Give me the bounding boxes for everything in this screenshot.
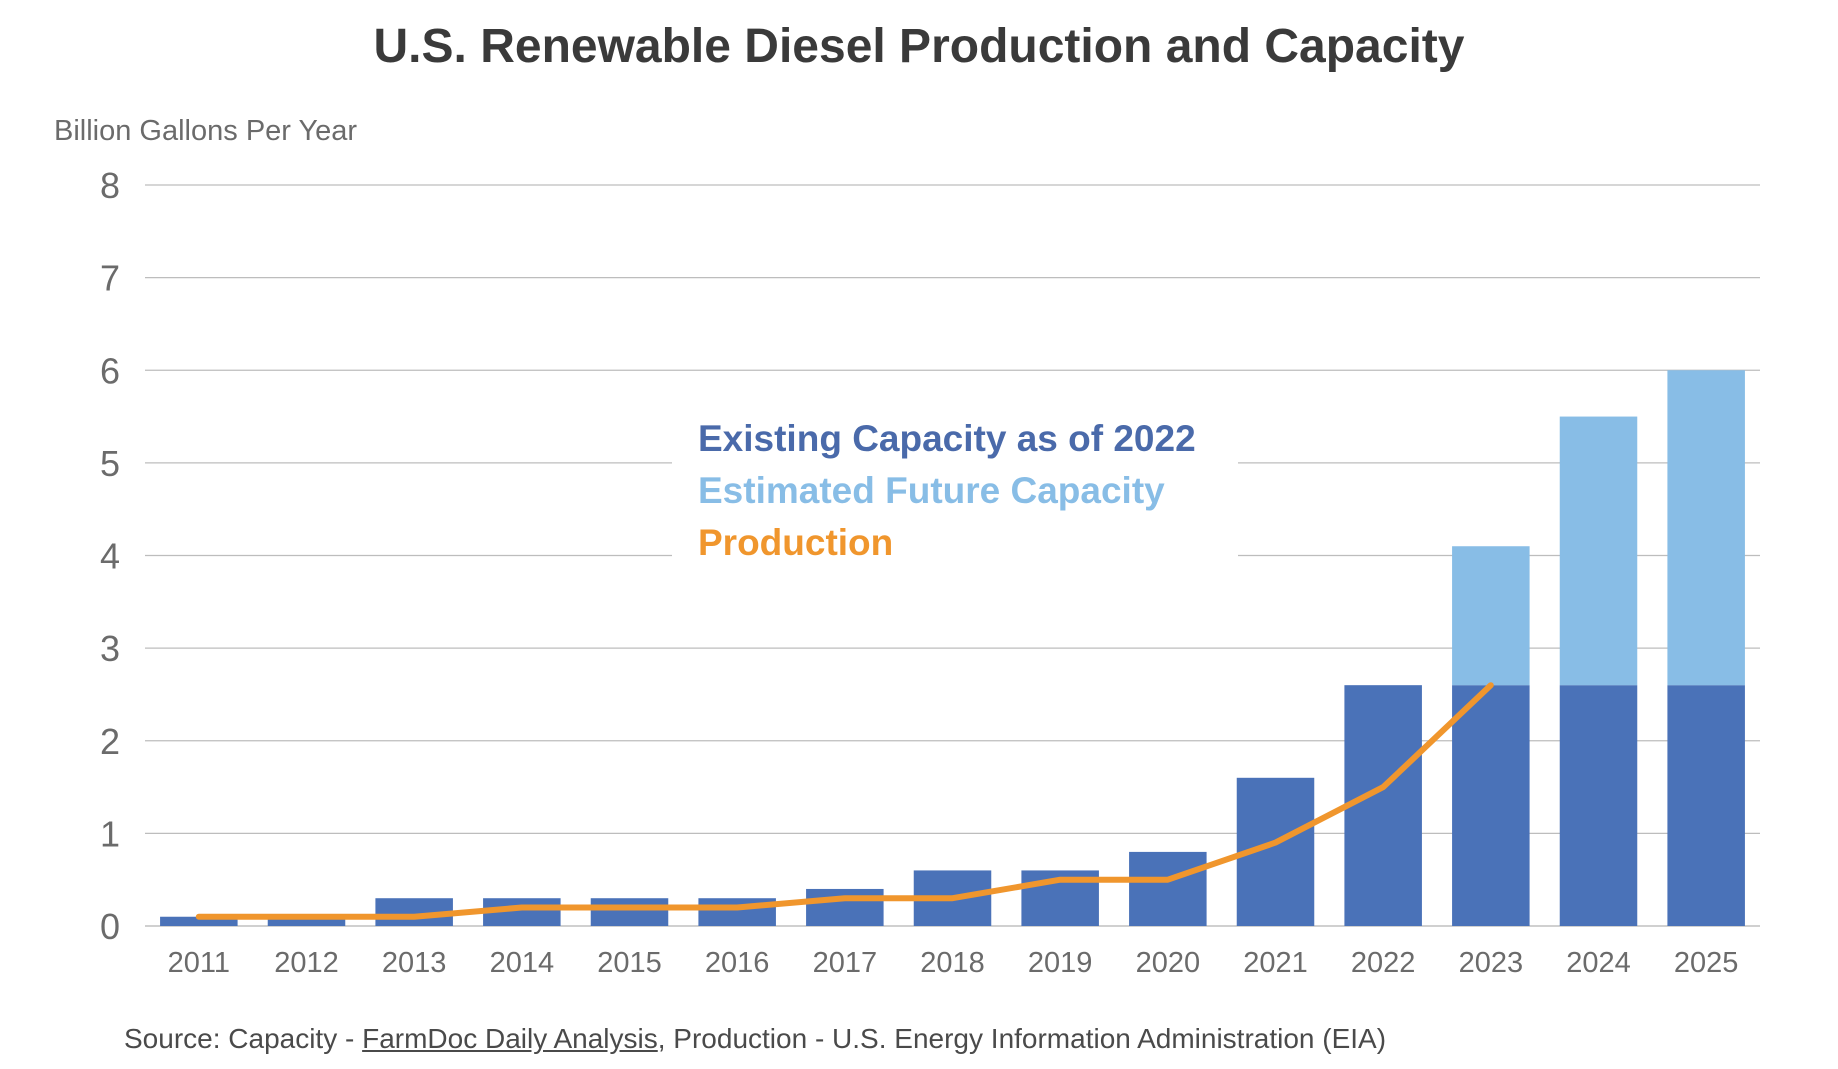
x-tick-2022: 2022 xyxy=(1351,947,1416,979)
production-line xyxy=(195,682,1494,920)
x-tick-2011: 2011 xyxy=(168,947,230,979)
x-tick-2013: 2013 xyxy=(382,947,447,979)
y-axis-label: Billion Gallons Per Year xyxy=(54,115,357,147)
bar-future-2024 xyxy=(1559,416,1638,686)
source-prefix: Source: Capacity - xyxy=(124,1023,363,1054)
x-axis: 2011 2012 2013 2014 2015 2016 2017 2018 2019 2020… xyxy=(168,947,1739,979)
bar-future-2025 xyxy=(1667,370,1745,686)
y-tick-0: 0 xyxy=(100,906,120,947)
legend-item-0: Existing Capacity as of 2022 xyxy=(698,418,1196,459)
x-tick-2015: 2015 xyxy=(597,947,662,979)
legend-item-1: Estimated Future Capacity xyxy=(698,470,1165,511)
bar-existing-2011 xyxy=(160,916,238,926)
legend-background xyxy=(672,415,1238,565)
production-line-path xyxy=(195,682,1494,920)
y-axis: 0 1 2 3 4 5 6 7 8 xyxy=(100,165,120,947)
legend-item-2: Production xyxy=(698,522,893,563)
y-tick-3: 3 xyxy=(100,628,120,669)
source-link[interactable]: FarmDoc Daily Analysis xyxy=(362,1023,658,1054)
x-tick-2018: 2018 xyxy=(920,947,985,979)
y-tick-2: 2 xyxy=(100,721,120,762)
bar-existing-2025 xyxy=(1667,685,1745,926)
legend: Existing Capacity as of 2022 Estimated Fu… xyxy=(698,418,1196,563)
bar-existing-2015 xyxy=(590,898,669,926)
bar-existing-2024 xyxy=(1559,685,1638,926)
source-note: Source: Capacity - FarmDoc Daily Analysi… xyxy=(124,1023,1386,1055)
x-tick-2023: 2023 xyxy=(1459,947,1524,979)
x-tick-2021: 2021 xyxy=(1243,947,1308,979)
x-tick-2020: 2020 xyxy=(1136,947,1201,979)
y-tick-1: 1 xyxy=(100,813,120,854)
x-tick-2017: 2017 xyxy=(813,947,878,979)
bar-existing-2023 xyxy=(1452,685,1530,926)
x-tick-2014: 2014 xyxy=(490,947,555,979)
bar-existing-2022 xyxy=(1344,685,1422,926)
y-tick-5: 5 xyxy=(100,443,120,484)
bars xyxy=(160,370,1745,926)
y-tick-6: 6 xyxy=(100,350,120,391)
x-tick-2024: 2024 xyxy=(1566,947,1631,979)
legend-mask-rect xyxy=(672,415,1238,565)
x-tick-2019: 2019 xyxy=(1028,947,1093,979)
bar-existing-2020 xyxy=(1129,851,1207,926)
y-tick-7: 7 xyxy=(100,258,120,299)
y-tick-8: 8 xyxy=(100,165,120,206)
x-tick-2016: 2016 xyxy=(705,947,770,979)
chart-title: U.S. Renewable Diesel Production and Cap… xyxy=(374,20,1465,73)
x-tick-2025: 2025 xyxy=(1674,947,1739,979)
x-tick-2012: 2012 xyxy=(274,947,339,979)
bar-existing-2017 xyxy=(806,888,884,926)
bar-existing-2012 xyxy=(267,916,346,926)
bar-future-2023 xyxy=(1452,546,1530,686)
source-suffix: , Production - U.S. Energy Information A… xyxy=(657,1023,1387,1054)
y-tick-4: 4 xyxy=(100,536,120,577)
